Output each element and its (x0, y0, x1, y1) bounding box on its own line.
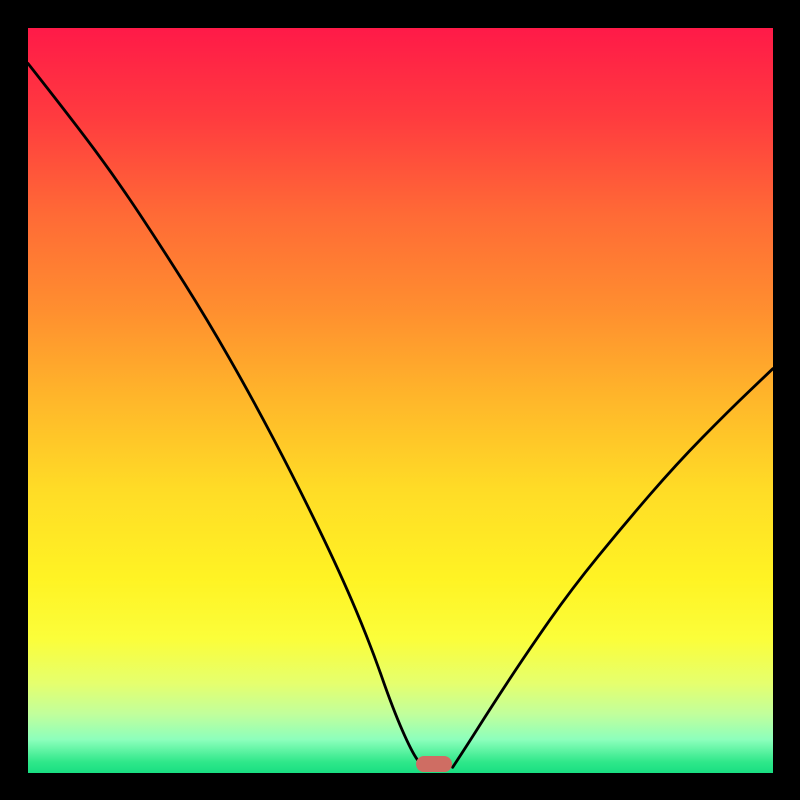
optimal-marker (416, 756, 452, 772)
plot-area (28, 28, 773, 773)
bottleneck-chart (0, 0, 800, 800)
chart-container: TheBottleneck.com (0, 0, 800, 800)
